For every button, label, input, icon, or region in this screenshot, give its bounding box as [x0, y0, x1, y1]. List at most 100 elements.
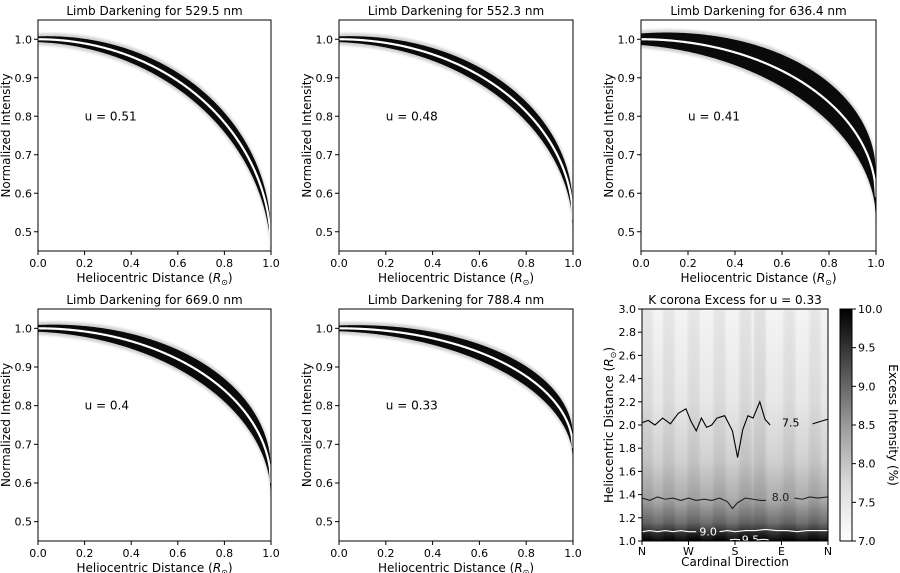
x-tick-label: 0.2	[76, 257, 94, 270]
x-tick-label: 0.0	[632, 257, 650, 270]
y-axis-label: Normalized Intensity	[300, 73, 314, 197]
heatmap-panel: 7.58.09.09.5N W S E N1.01.21.41.61.82.02.22.…	[602, 293, 832, 569]
x-tick-label: 0.4	[122, 257, 140, 270]
y-tick-label: 1.0	[15, 33, 33, 46]
y-tick-label: 0.8	[15, 110, 33, 123]
x-tick-label: 0.8	[216, 547, 234, 560]
chart-title: Limb Darkening for 636.4 nm	[670, 4, 846, 18]
heatmap-area	[642, 309, 828, 541]
scatter-haze	[339, 322, 573, 463]
x-tick-label: 1.0	[262, 547, 280, 560]
y-tick-label: 0.9	[15, 361, 33, 374]
y-tick-label: 0.6	[15, 187, 33, 200]
y-tick-label: 1.4	[619, 489, 637, 502]
contour-line	[642, 400, 771, 458]
x-axis-label: Heliocentric Distance (R⊙)	[76, 561, 232, 573]
axes-frame	[37, 19, 272, 252]
contour-label: 7.5	[782, 417, 800, 430]
y-tick-label: 2.8	[619, 326, 637, 339]
data-area	[38, 321, 271, 500]
chart-title: Limb Darkening for 669.0 nm	[66, 293, 242, 307]
corona-streak	[783, 309, 796, 541]
y-axis-label: Normalized Intensity	[0, 73, 13, 197]
y-tick-label: 0.7	[316, 438, 334, 451]
x-tick-label: 0.0	[29, 547, 47, 560]
y-tick-label: 1.0	[619, 535, 637, 548]
y-tick-label: 1.0	[618, 33, 636, 46]
y-tick-label: 2.2	[619, 396, 637, 409]
chart-title: Limb Darkening for 788.4 nm	[368, 293, 544, 307]
x-tick-label: 0.2	[76, 547, 94, 560]
scatter-band	[641, 32, 876, 221]
contour-line	[642, 496, 766, 510]
u-annotation: u = 0.48	[386, 109, 438, 123]
x-tick-label: 0.6	[169, 257, 187, 270]
x-tick-label: 0.2	[377, 547, 395, 560]
colorbar-tick-label: 9.5	[858, 342, 876, 355]
x-tick-label: 1.0	[564, 257, 582, 270]
x-tick-label: 0.6	[169, 547, 187, 560]
scatter-band	[339, 36, 573, 232]
y-tick-label: 1.6	[619, 465, 637, 478]
chart-title: K corona Excess for u = 0.33	[648, 293, 822, 307]
y-axis-label: Heliocentric Distance (R⊙)	[602, 347, 618, 503]
colorbar-tick-label: 10.0	[858, 303, 883, 316]
x-tick-label: 0.8	[820, 257, 838, 270]
contour-label: 8.0	[772, 491, 790, 504]
scatter-haze	[339, 33, 573, 235]
colorbar-tick-label: 9.0	[858, 380, 876, 393]
corona-streak	[817, 309, 828, 541]
x-tick-label: 0.8	[216, 257, 234, 270]
colorbar-tick-label: 8.5	[858, 419, 876, 432]
x-tick-label: 0.8	[517, 257, 535, 270]
x-axis-label: Heliocentric Distance (R⊙)	[378, 561, 534, 573]
y-tick-label: 0.9	[618, 72, 636, 85]
x-tick-label: N	[824, 545, 832, 558]
limb-panel: 0.0 0.2 0.4 0.6 0.8 1.0 0.5 0.6 0.7 0.8 0.9 1.0 Limb…	[300, 4, 582, 287]
corona-streak	[713, 309, 726, 541]
y-tick-label: 0.8	[316, 110, 334, 123]
x-tick-label: S	[732, 545, 739, 558]
y-tick-label: 0.8	[618, 110, 636, 123]
y-tick-label: 0.6	[316, 477, 334, 490]
contour-line	[812, 418, 828, 425]
fit-line	[339, 38, 573, 221]
y-tick-label: 0.5	[15, 226, 33, 239]
y-tick-label: 0.7	[618, 149, 636, 162]
colorbar-label: Excess Intensity (%)	[886, 364, 900, 486]
axes-frame	[37, 308, 272, 542]
y-tick-label: 0.6	[15, 477, 33, 490]
colorbar-gradient	[839, 308, 853, 542]
data-area	[38, 33, 271, 251]
u-annotation: u = 0.51	[85, 109, 137, 123]
y-axis-label: Normalized Intensity	[300, 363, 314, 487]
x-tick-label: 0.6	[471, 257, 489, 270]
fit-line	[38, 327, 271, 484]
y-tick-label: 1.2	[619, 512, 637, 525]
x-tick-label: 0.4	[726, 257, 744, 270]
axes-frame	[338, 308, 574, 542]
scatter-band	[38, 36, 271, 251]
x-axis-label: Heliocentric Distance (R⊙)	[378, 271, 534, 287]
x-tick-label: 0.4	[424, 547, 442, 560]
x-tick-label: E	[778, 545, 785, 558]
limb-panel: 0.0 0.2 0.4 0.6 0.8 1.0 0.5 0.6 0.7 0.8 0.9 1.0 Limb…	[0, 293, 280, 573]
x-axis-label: Heliocentric Distance (R⊙)	[680, 271, 836, 287]
scatter-band	[38, 324, 271, 497]
contour-label: 9.0	[699, 526, 717, 539]
contour-line	[719, 528, 828, 533]
corona-streak	[687, 309, 700, 541]
y-tick-label: 1.0	[15, 322, 33, 335]
scatter-haze	[38, 33, 271, 251]
fit-line	[38, 38, 271, 248]
colorbar-tick-label: 8.0	[858, 458, 876, 471]
limb-panel: 0.0 0.2 0.4 0.6 0.8 1.0 0.5 0.6 0.7 0.8 0.9 1.0 Limb…	[602, 4, 885, 287]
y-tick-label: 0.8	[316, 400, 334, 413]
y-tick-label: 0.9	[15, 72, 33, 85]
x-tick-label: 0.6	[773, 257, 791, 270]
x-tick-label: 0.6	[471, 547, 489, 560]
contour-line	[758, 538, 769, 541]
data-area	[339, 322, 573, 463]
y-tick-label: 0.5	[316, 516, 334, 529]
